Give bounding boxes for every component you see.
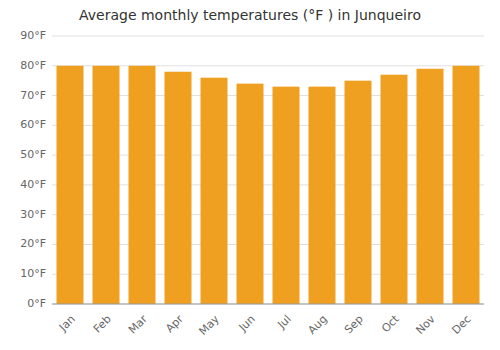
x-tick-label: Sep [342,313,366,337]
chart-title: Average monthly temperatures (°F ) in Ju… [79,7,421,23]
x-tick-label: Jul [274,313,293,332]
bar [309,87,336,304]
y-tick-label: 90°F [20,29,46,42]
bar [93,66,120,304]
chart-container: 0°F 10°F 20°F 30°F 40°F 50°F 60°F 70°F 80°F 90°F J… [0,0,500,350]
y-tick-label: 80°F [20,59,46,72]
x-tick-labels: Jan Feb Mar Apr May Jun Jul Aug Sep Oct Nov Dec [56,312,474,338]
y-tick-label: 50°F [20,148,46,161]
y-tick-label: 0°F [27,297,46,310]
bars [57,66,480,304]
bar [165,72,192,304]
bar [273,87,300,304]
bar [345,81,372,304]
grid-line [52,36,484,37]
x-tick-label: Apr [163,312,186,335]
x-tick-label: May [196,312,222,338]
x-tick-label: Jun [236,313,258,335]
bar [201,78,228,304]
y-tick-label: 20°F [20,237,46,250]
bar [417,69,444,304]
bar [129,66,156,304]
y-tick-label: 70°F [20,89,46,102]
y-tick-labels: 0°F 10°F 20°F 30°F 40°F 50°F 60°F 70°F 80°F 90°F [20,29,46,310]
page: {"chart_data": {"type": "bar", "title": … [0,0,500,350]
x-tick-label: Aug [305,313,329,337]
x-axis-line [52,304,484,305]
bar [237,84,264,304]
x-tick-label: Nov [413,312,438,337]
chart-svg: 0°F 10°F 20°F 30°F 40°F 50°F 60°F 70°F 80°F 90°F J… [0,0,500,350]
x-tick-label: Mar [126,312,150,336]
bar [57,66,84,304]
bar [453,66,480,304]
y-tick-label: 30°F [20,208,46,221]
x-tick-label: Oct [379,312,402,335]
x-tick-label: Dec [450,313,474,337]
x-tick-label: Feb [91,313,114,336]
y-grid [52,36,484,304]
y-tick-label: 40°F [20,178,46,191]
y-tick-label: 10°F [20,267,46,280]
y-tick-label: 60°F [20,118,46,131]
bar [381,75,408,304]
grid-line [52,304,484,305]
x-tick-label: Jan [56,313,78,335]
